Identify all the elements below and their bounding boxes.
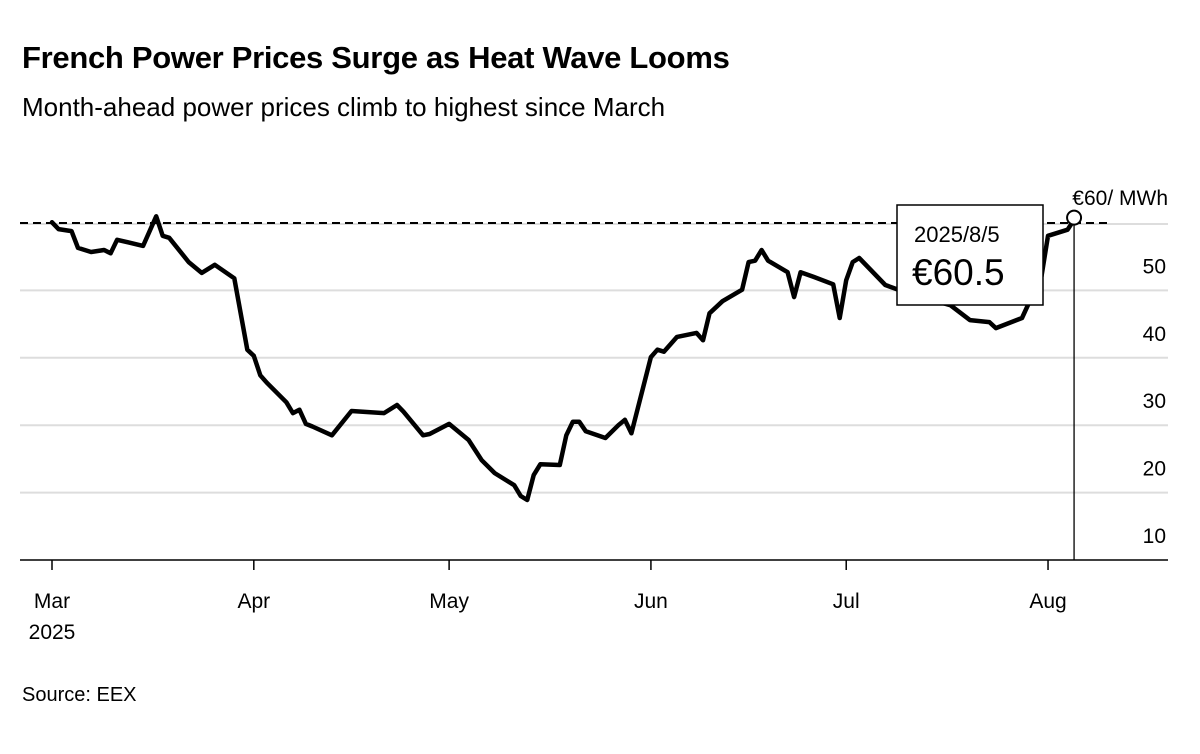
y-tick-label: 10 <box>1143 525 1166 548</box>
tooltip-point-marker <box>1066 209 1083 226</box>
unit-label: €60/ MWh <box>1072 187 1168 210</box>
y-tick-label: 20 <box>1143 458 1166 481</box>
y-tick-label: 50 <box>1143 255 1166 278</box>
y-tick-label: 40 <box>1143 323 1166 346</box>
tooltip-date: 2025/8/5 <box>914 222 1000 247</box>
x-tick-label: May <box>429 590 469 613</box>
y-tick-label: 30 <box>1143 390 1166 413</box>
x-tick-label: Jun <box>634 590 668 613</box>
x-tick-label: Apr <box>237 590 270 613</box>
x-tick-label: Aug <box>1029 590 1066 613</box>
x-tick-label: Jul <box>833 590 860 613</box>
chart-title: French Power Prices Surge as Heat Wave L… <box>22 40 730 75</box>
source-note: Source: EEX <box>22 684 137 706</box>
price-line <box>49 214 1077 503</box>
tooltip-value: €60.5 <box>912 252 1005 293</box>
tooltip: 2025/8/5 €60.5 <box>896 204 1044 306</box>
chart-subtitle: Month-ahead power prices climb to highes… <box>22 92 666 122</box>
x-tick-year-label: 2025 <box>29 621 76 644</box>
x-tick-label: Mar <box>34 590 70 613</box>
